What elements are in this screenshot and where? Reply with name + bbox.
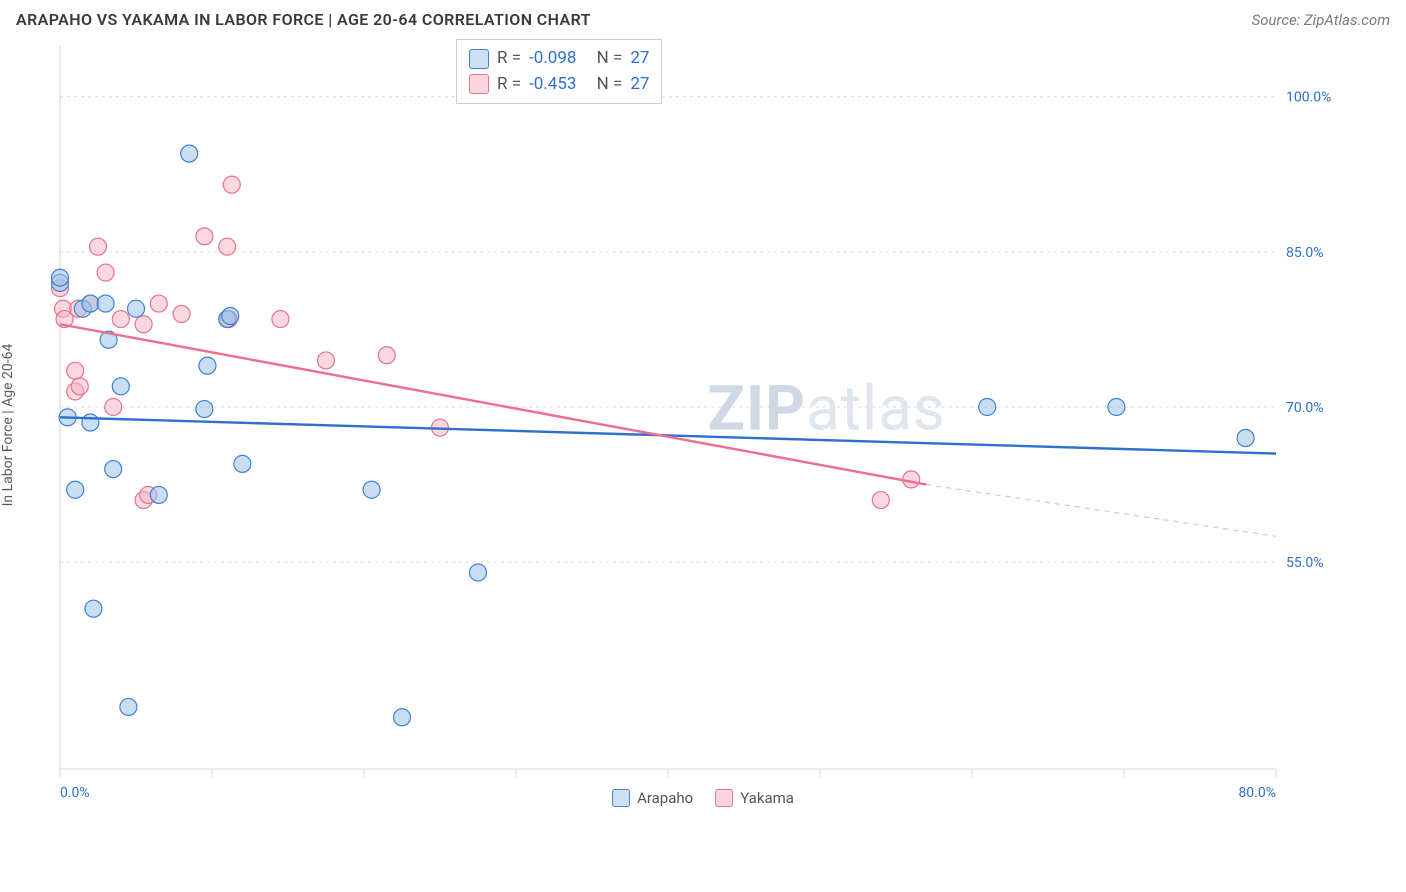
legend-label: Yakama (740, 789, 794, 807)
legend-item-arapaho: Arapaho (612, 789, 693, 807)
n-value: 27 (630, 46, 649, 72)
legend-item-yakama: Yakama (715, 789, 794, 807)
y-axis-label: In Labor Force | Age 20-64 (0, 344, 16, 507)
r-label: R = (497, 72, 521, 98)
svg-text:85.0%: 85.0% (1286, 245, 1324, 261)
svg-text:100.0%: 100.0% (1286, 90, 1331, 106)
stats-row-yakama: R = -0.453 N = 27 (469, 72, 649, 98)
chart-area: In Labor Force | Age 20-64 55.0%70.0%85.… (16, 35, 1390, 815)
n-label: N = (597, 72, 623, 98)
svg-text:70.0%: 70.0% (1286, 400, 1324, 416)
correlation-stats-box: R = -0.098 N = 27 R = -0.453 N = 27 (456, 39, 662, 104)
svg-text:80.0%: 80.0% (1238, 785, 1276, 801)
n-label: N = (597, 46, 623, 72)
swatch-yakama (469, 74, 489, 94)
swatch-arapaho (469, 49, 489, 69)
legend-swatch-arapaho (612, 789, 630, 807)
chart-title: ARAPAHO VS YAKAMA IN LABOR FORCE | AGE 2… (16, 10, 591, 29)
legend: Arapaho Yakama (612, 789, 794, 807)
stats-row-arapaho: R = -0.098 N = 27 (469, 46, 649, 72)
n-value: 27 (630, 72, 649, 98)
r-label: R = (497, 46, 521, 72)
source-attribution: Source: ZipAtlas.com (1252, 11, 1390, 29)
svg-text:0.0%: 0.0% (60, 785, 90, 801)
r-value: -0.453 (529, 72, 576, 98)
legend-label: Arapaho (637, 789, 693, 807)
scatter-plot: 55.0% 70.0% 85.0% 100.0% 0.0% 80.0% (16, 35, 1336, 815)
legend-swatch-yakama (715, 789, 733, 807)
svg-text:55.0%: 55.0% (1286, 555, 1324, 571)
chart-header: ARAPAHO VS YAKAMA IN LABOR FORCE | AGE 2… (0, 0, 1406, 35)
r-value: -0.098 (529, 46, 576, 72)
